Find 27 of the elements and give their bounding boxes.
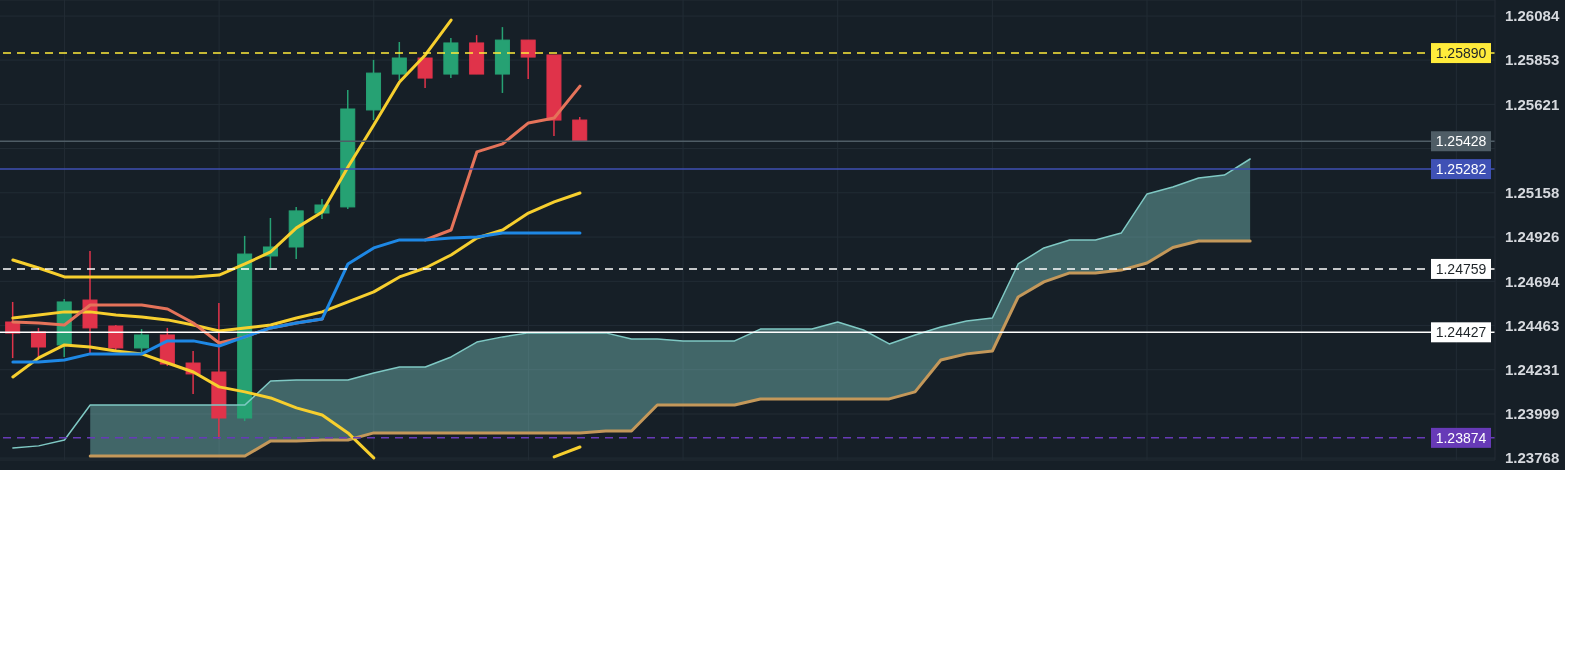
ref-line-label: 1.25428 xyxy=(1435,133,1487,150)
line-series xyxy=(11,18,453,279)
candlestick xyxy=(30,327,46,359)
candlestick xyxy=(572,116,588,142)
y-tick-label: 1.23768 xyxy=(1505,449,1560,467)
y-tick-label: 1.23999 xyxy=(1505,405,1560,423)
y-tick-label: 1.24694 xyxy=(1505,272,1560,290)
candlestick xyxy=(391,41,407,81)
y-tick-label: 1.24231 xyxy=(1505,361,1560,379)
y-tick-label: 1.26084 xyxy=(1505,7,1560,25)
y-tick-label: 1.25158 xyxy=(1505,184,1560,202)
line-series xyxy=(11,191,582,333)
ref-line-label: 1.23874 xyxy=(1435,429,1487,446)
y-tick-label: 1.24926 xyxy=(1505,228,1560,246)
line-series xyxy=(88,239,1252,458)
candlestick xyxy=(134,328,150,353)
ref-line-label: 1.24759 xyxy=(1435,260,1487,277)
ref-line-label: 1.25282 xyxy=(1435,161,1487,178)
line-series xyxy=(11,231,582,364)
candlestick xyxy=(520,39,536,80)
candlestick xyxy=(108,324,124,351)
candlestick xyxy=(417,57,433,89)
y-tick-label: 1.25853 xyxy=(1505,51,1560,69)
ref-line-label: 1.25890 xyxy=(1435,45,1487,62)
y-tick-label: 1.24463 xyxy=(1505,316,1560,334)
ref-line-label: 1.24427 xyxy=(1435,324,1487,341)
y-tick-label: 1.25621 xyxy=(1505,95,1560,113)
